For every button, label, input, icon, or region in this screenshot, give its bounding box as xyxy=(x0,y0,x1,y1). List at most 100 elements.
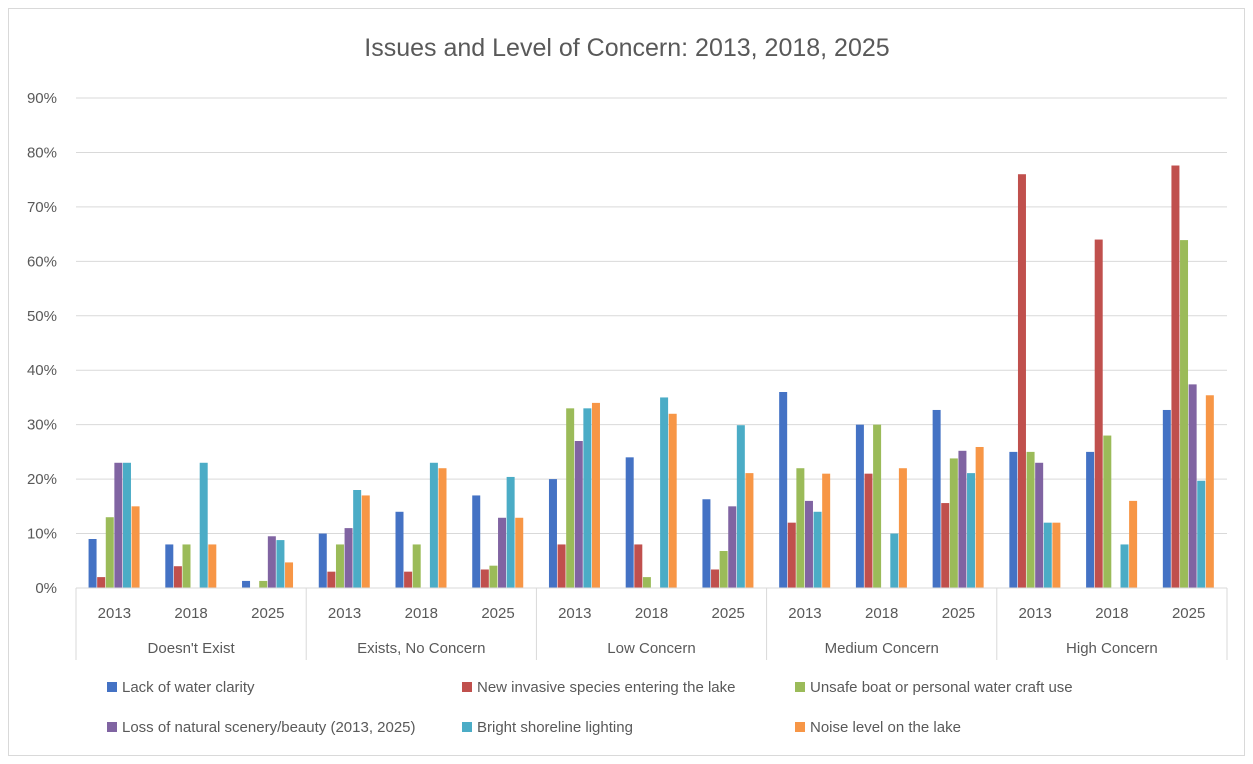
x-group-label: High Concern xyxy=(1066,640,1158,657)
bar xyxy=(122,462,131,588)
bar xyxy=(591,402,600,588)
legend-label: Unsafe boat or personal water craft use xyxy=(810,679,1073,696)
bar xyxy=(131,506,140,588)
bar xyxy=(855,424,864,588)
chart-frame: Issues and Level of Concern: 2013, 2018,… xyxy=(8,8,1245,756)
bar xyxy=(506,476,515,588)
x-tick-label: 2018 xyxy=(635,605,668,622)
bar xyxy=(1205,395,1214,588)
x-tick-label: 2025 xyxy=(251,605,284,622)
y-tick-label: 10% xyxy=(27,526,57,543)
bar xyxy=(344,528,353,588)
bar xyxy=(1120,544,1129,588)
bar xyxy=(719,550,728,588)
bar xyxy=(890,533,899,588)
legend-label: Lack of water clarity xyxy=(122,679,255,696)
bar xyxy=(498,517,507,588)
y-tick-label: 70% xyxy=(27,199,57,216)
bar xyxy=(335,544,344,588)
y-tick-label: 20% xyxy=(27,471,57,488)
legend-label: Bright shoreline lighting xyxy=(477,719,633,736)
bar xyxy=(668,413,677,588)
x-tick-label: 2013 xyxy=(1018,605,1051,622)
bar xyxy=(88,539,97,588)
x-tick-label: 2013 xyxy=(558,605,591,622)
bar xyxy=(1180,240,1189,588)
bar xyxy=(1009,451,1018,588)
bar xyxy=(975,446,984,588)
bar xyxy=(1103,435,1112,588)
bar xyxy=(660,397,669,588)
bar xyxy=(472,495,481,588)
bar xyxy=(779,392,788,588)
bar xyxy=(1052,522,1061,588)
x-tick-label: 2025 xyxy=(1172,605,1205,622)
bar xyxy=(634,544,643,588)
bar xyxy=(813,511,822,588)
bar xyxy=(438,468,447,588)
bar-chart: Issues and Level of Concern: 2013, 2018,… xyxy=(27,34,1228,736)
bar xyxy=(242,580,251,588)
bar xyxy=(489,565,498,588)
bar xyxy=(285,562,294,588)
bar xyxy=(822,473,831,588)
bar xyxy=(480,569,489,588)
bar xyxy=(318,533,327,588)
bar xyxy=(429,462,438,588)
bar xyxy=(864,473,873,588)
bar xyxy=(932,409,941,588)
x-tick-label: 2018 xyxy=(865,605,898,622)
legend-label: Loss of natural scenery/beauty (2013, 20… xyxy=(122,719,416,736)
bar xyxy=(395,511,404,588)
bar xyxy=(276,540,285,588)
bar xyxy=(1197,480,1206,588)
bar xyxy=(1026,451,1035,588)
chart-title: Issues and Level of Concern: 2013, 2018,… xyxy=(364,34,889,62)
x-group-label: Doesn't Exist xyxy=(148,640,236,657)
x-tick-label: 2025 xyxy=(942,605,975,622)
bar xyxy=(1162,409,1171,588)
x-tick-label: 2025 xyxy=(712,605,745,622)
bar xyxy=(208,544,217,588)
legend-swatch xyxy=(107,682,117,692)
y-tick-label: 80% xyxy=(27,144,57,161)
bar xyxy=(259,580,268,588)
bar xyxy=(625,457,634,588)
bar xyxy=(873,424,882,588)
bar xyxy=(787,522,796,588)
bar xyxy=(566,408,575,588)
bar xyxy=(1188,384,1197,588)
bar xyxy=(941,503,950,588)
bar xyxy=(745,473,754,588)
legend-swatch xyxy=(107,722,117,732)
bar xyxy=(412,544,421,588)
x-tick-label: 2013 xyxy=(98,605,131,622)
bar xyxy=(548,479,557,588)
x-tick-label: 2018 xyxy=(405,605,438,622)
y-tick-label: 50% xyxy=(27,308,57,325)
x-tick-label: 2018 xyxy=(1095,605,1128,622)
x-group-label: Exists, No Concern xyxy=(357,640,485,657)
y-tick-label: 90% xyxy=(27,90,57,107)
bar xyxy=(583,408,592,588)
bar xyxy=(898,468,907,588)
bar xyxy=(711,569,720,588)
bar xyxy=(574,441,583,588)
legend-swatch xyxy=(795,682,805,692)
legend-swatch xyxy=(462,682,472,692)
x-tick-label: 2013 xyxy=(788,605,821,622)
bar xyxy=(967,473,976,588)
bar xyxy=(796,468,805,588)
legend-label: Noise level on the lake xyxy=(810,719,961,736)
bar xyxy=(97,577,106,588)
y-tick-label: 0% xyxy=(35,580,57,597)
bar xyxy=(728,506,737,588)
bar xyxy=(199,462,208,588)
x-group-label: Low Concern xyxy=(607,640,695,657)
bars xyxy=(88,165,1214,589)
x-tick-label: 2025 xyxy=(481,605,514,622)
bar xyxy=(114,462,123,588)
bar xyxy=(1129,500,1138,588)
bar xyxy=(165,544,174,588)
bar xyxy=(515,517,524,588)
